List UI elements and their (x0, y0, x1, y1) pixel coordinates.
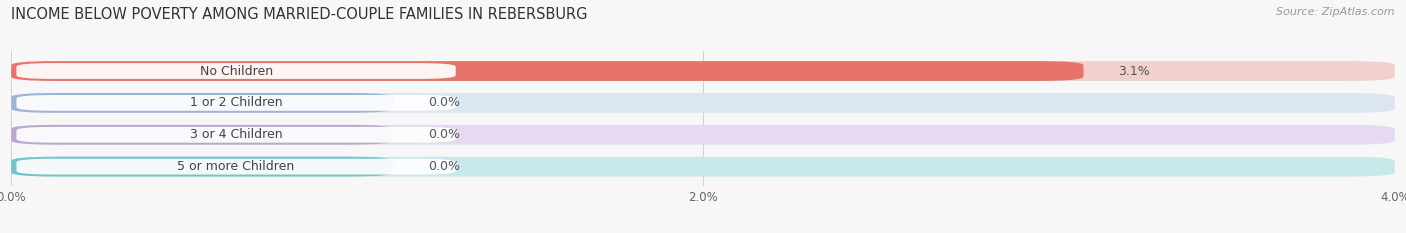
FancyBboxPatch shape (11, 93, 394, 113)
Text: Source: ZipAtlas.com: Source: ZipAtlas.com (1277, 7, 1395, 17)
FancyBboxPatch shape (11, 125, 1395, 145)
FancyBboxPatch shape (11, 157, 1395, 177)
FancyBboxPatch shape (11, 61, 1084, 81)
FancyBboxPatch shape (17, 127, 456, 143)
FancyBboxPatch shape (17, 159, 456, 175)
FancyBboxPatch shape (11, 157, 394, 177)
FancyBboxPatch shape (11, 61, 1395, 81)
Text: 3.1%: 3.1% (1118, 65, 1150, 78)
Text: No Children: No Children (200, 65, 273, 78)
FancyBboxPatch shape (11, 125, 394, 145)
Text: INCOME BELOW POVERTY AMONG MARRIED-COUPLE FAMILIES IN REBERSBURG: INCOME BELOW POVERTY AMONG MARRIED-COUPL… (11, 7, 588, 22)
Text: 0.0%: 0.0% (427, 128, 460, 141)
Text: 5 or more Children: 5 or more Children (177, 160, 295, 173)
Text: 0.0%: 0.0% (427, 160, 460, 173)
Text: 3 or 4 Children: 3 or 4 Children (190, 128, 283, 141)
FancyBboxPatch shape (17, 95, 456, 111)
Text: 0.0%: 0.0% (427, 96, 460, 110)
FancyBboxPatch shape (17, 63, 456, 79)
FancyBboxPatch shape (11, 93, 1395, 113)
Text: 1 or 2 Children: 1 or 2 Children (190, 96, 283, 110)
